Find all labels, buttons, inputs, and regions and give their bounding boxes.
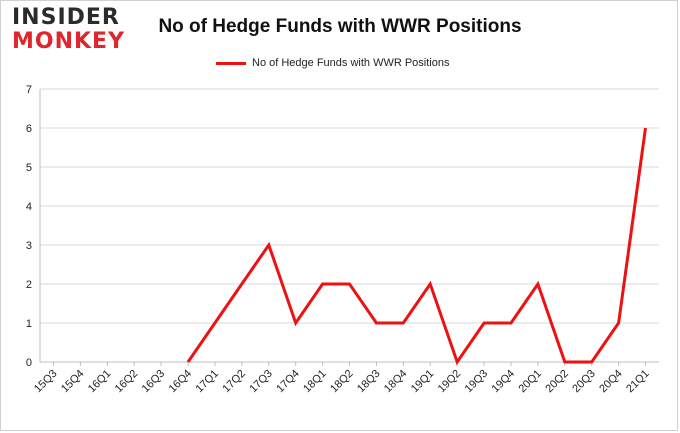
x-tick-label-20Q2: 20Q2 [543, 368, 571, 396]
x-tick-label-16Q1: 16Q1 [86, 368, 114, 396]
y-tick-labels: 0 1 2 3 4 5 6 7 [26, 84, 32, 369]
chart-title: No of Hedge Funds with WWR Positions [158, 16, 522, 37]
x-tick-label-15Q4: 15Q4 [59, 368, 87, 396]
x-tick-label-16Q2: 16Q2 [113, 368, 141, 396]
x-tick-label-20Q1: 20Q1 [516, 368, 544, 396]
x-tick-label-19Q1: 19Q1 [409, 368, 437, 396]
x-tick-label-20Q3: 20Q3 [570, 368, 598, 396]
series-line-0-segment-0 [186, 127, 647, 366]
y-tick-label-4: 4 [26, 201, 32, 213]
x-tick-label-19Q3: 19Q3 [463, 368, 491, 396]
x-tick-labels: 15Q3 15Q4 16Q1 16Q2 16Q3 16Q4 17Q1 17Q2 17Q3 17Q4… [32, 368, 652, 396]
x-tick-label-19Q2: 19Q2 [436, 368, 464, 396]
x-tick-label-17Q3: 17Q3 [247, 368, 275, 396]
legend-swatch [216, 61, 246, 65]
logo-line-insider: INSIDER [12, 5, 120, 30]
y-tick-label-2: 2 [26, 279, 32, 291]
x-tick-label-18Q3: 18Q3 [355, 368, 383, 396]
y-tick-label-5: 5 [26, 162, 32, 174]
x-tick-label-21Q1: 21Q1 [624, 368, 652, 396]
axes [39, 89, 659, 366]
y-tick-label-1: 1 [26, 318, 32, 330]
x-tick-label-18Q1: 18Q1 [301, 368, 329, 396]
legend: No of Hedge Funds with WWR Positions [216, 54, 449, 72]
x-tick-label-18Q4: 18Q4 [382, 368, 410, 396]
insider-monkey-logo: INSIDER MONKEY [12, 6, 132, 58]
legend-label: No of Hedge Funds with WWR Positions [252, 57, 450, 69]
x-tick-label-17Q4: 17Q4 [274, 368, 302, 396]
x-tick-label-16Q4: 16Q4 [167, 368, 195, 396]
grid-lines [40, 88, 659, 324]
y-tick-label-3: 3 [26, 240, 32, 252]
x-tick-label-20Q4: 20Q4 [597, 368, 625, 396]
x-tick-label-15Q3: 15Q3 [32, 368, 60, 396]
y-tick-label-6: 6 [26, 123, 32, 135]
x-tick-label-18Q2: 18Q2 [328, 368, 356, 396]
x-tick-label-16Q3: 16Q3 [140, 368, 168, 396]
x-tick-label-19Q4: 19Q4 [490, 368, 518, 396]
x-tick-label-17Q2: 17Q2 [220, 368, 248, 396]
logo-line-monkey: MONKEY [12, 29, 126, 54]
y-tick-label-0: 0 [26, 357, 32, 369]
x-tick-label-17Q1: 17Q1 [194, 368, 222, 396]
series-lines [186, 127, 647, 366]
y-tick-label-7: 7 [26, 84, 32, 96]
